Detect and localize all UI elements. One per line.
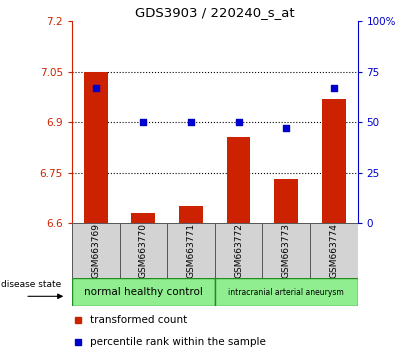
Point [140,119,147,125]
Text: disease state: disease state [2,280,62,289]
Bar [226,137,250,223]
Point [188,119,194,125]
Bar [132,213,155,223]
Text: transformed count: transformed count [90,315,188,325]
Point [330,85,337,91]
Bar [179,206,203,223]
Bar [215,279,358,306]
Text: intracranial arterial aneurysm: intracranial arterial aneurysm [228,287,344,297]
Text: GSM663774: GSM663774 [329,223,338,278]
Bar [274,179,298,223]
Text: GSM663773: GSM663773 [282,223,291,278]
Point [92,85,99,91]
Bar [322,98,346,223]
Text: GSM663770: GSM663770 [139,223,148,278]
Text: GSM663769: GSM663769 [91,223,100,278]
Bar [310,223,358,278]
Bar [167,223,215,278]
Text: GSM663772: GSM663772 [234,223,243,278]
Text: normal healthy control: normal healthy control [84,287,203,297]
Bar [72,223,120,278]
Point [235,119,242,125]
Bar [72,279,215,306]
Bar [262,223,310,278]
Title: GDS3903 / 220240_s_at: GDS3903 / 220240_s_at [135,6,295,19]
Point [283,125,289,131]
Bar [84,72,108,223]
Bar [120,223,167,278]
Text: GSM663771: GSM663771 [187,223,196,278]
Text: percentile rank within the sample: percentile rank within the sample [90,337,266,347]
Bar [215,223,262,278]
